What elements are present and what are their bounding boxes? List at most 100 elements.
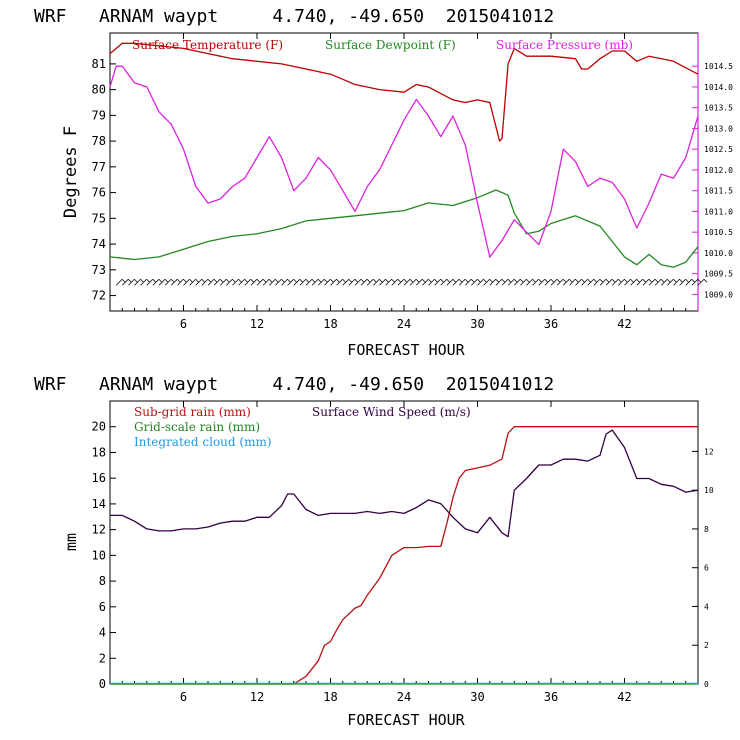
wind-barb-shaft (538, 278, 546, 286)
x-tick-label: 30 (470, 690, 484, 704)
wind-barb-flag (213, 278, 218, 283)
wind-barb-flag (593, 278, 598, 283)
y-tick-label: 78 (92, 134, 106, 148)
y2-tick-label: 1010.5 (704, 228, 733, 237)
y-tick-label: 20 (92, 420, 106, 434)
wind-barb-shaft (275, 278, 282, 286)
wind-barb-flag (281, 278, 285, 283)
wind-barb-flag (317, 278, 322, 283)
wind-barb-shaft (526, 278, 533, 286)
y-tick-label: 16 (92, 471, 106, 485)
wind-barb-flag (287, 278, 291, 283)
legend-surface-temperature: Surface Temperature (F) (132, 38, 283, 52)
wind-barb-shaft (434, 278, 441, 286)
series-line-3 (109, 65, 699, 258)
wind-barb-flag (507, 278, 512, 283)
y2-tick-label: 1012.0 (704, 166, 733, 175)
wind-barb-flag (691, 278, 696, 283)
wind-barb-shaft (618, 278, 625, 286)
wind-barb-flag (446, 278, 451, 283)
y2-tick-label: 1011.5 (704, 187, 733, 196)
wind-barb-shaft (128, 278, 135, 286)
wind-barb-shaft (471, 278, 478, 286)
wind-barb-shaft (569, 278, 576, 286)
wind-barb-flag (293, 278, 297, 283)
wind-barb-flag (654, 278, 659, 283)
series-line-2 (109, 189, 699, 268)
wind-barb-flag (336, 278, 340, 283)
y-tick-label: 4 (99, 626, 106, 640)
wind-barb-shaft (428, 278, 435, 286)
wind-barb-flag (397, 278, 402, 283)
wind-barb-shaft (164, 278, 172, 286)
y-tick-label: 10 (92, 548, 106, 562)
y-tick-label: 75 (92, 211, 106, 225)
bottom-y-axis-label: mm (62, 533, 80, 551)
wind-barb-shaft (452, 278, 460, 286)
y-tick-label: 74 (92, 237, 106, 251)
wind-barb-flag (195, 278, 199, 283)
wind-barb-shaft (483, 278, 490, 286)
wind-barb-flag (225, 278, 230, 283)
y2-tick-label: 6 (704, 564, 709, 573)
y2-tick-label: 1013.5 (704, 104, 733, 113)
wind-barb-flag (679, 278, 683, 283)
wind-barb-shaft (648, 278, 656, 286)
wind-barb-shaft (281, 278, 288, 286)
y2-tick-label: 8 (704, 525, 709, 534)
wind-barb-flag (164, 278, 169, 283)
wind-barb-flag (685, 278, 689, 283)
wind-barb-flag (415, 278, 420, 283)
wind-barb-flag (611, 278, 616, 283)
wind-barb-flag (697, 278, 702, 283)
wind-barb-flag (189, 278, 193, 283)
wind-barb-shaft (556, 278, 564, 286)
wind-barb-shaft (262, 278, 270, 286)
wind-barb-flag (673, 278, 677, 283)
wind-barb-flag (372, 278, 377, 283)
wind-barb-flag (348, 278, 353, 283)
wind-barb-shaft (562, 278, 570, 286)
wind-barb-flag (648, 278, 653, 283)
x-tick-label: 6 (180, 690, 187, 704)
wind-barb-flag (477, 278, 481, 283)
wind-barb-shaft (415, 278, 423, 286)
wind-barb-flag (642, 278, 647, 283)
wind-barb-shaft (140, 278, 147, 286)
wind-barb-flag (385, 278, 389, 283)
bottom-y-ticks: 0 2 4 6 8 10 12 14 16 18 20 (92, 420, 116, 691)
wind-barb-shaft (366, 278, 374, 286)
bottom-x-axis-label: FORECAST HOUR (347, 711, 465, 729)
wind-barb-shaft (226, 278, 233, 286)
wind-barb-flag (532, 278, 536, 283)
wind-barb-shaft (324, 278, 331, 286)
wind-barb-shaft (587, 278, 595, 286)
bottom-chart-title: WRF ARNAM waypt 4.740, -49.650 201504101… (34, 374, 554, 395)
wind-barb-flag (526, 278, 530, 283)
wind-barb-shaft (403, 278, 411, 286)
wind-barb-flag (207, 278, 212, 283)
wind-barb-shaft (183, 278, 190, 286)
wind-barb-flag (452, 278, 457, 283)
wind-barb-shaft (575, 278, 582, 286)
wind-barb-flag (660, 278, 665, 283)
wind-barb-shaft (391, 278, 399, 286)
legend-integrated-cloud: Integrated cloud (mm) (134, 435, 272, 449)
wind-barb-shaft (489, 278, 497, 286)
wind-barb-shaft (624, 278, 631, 286)
wind-barb-flag (256, 278, 261, 283)
wind-barb-flag (544, 278, 549, 283)
wind-barb-shaft (691, 278, 699, 286)
wind-barb-flag (630, 278, 634, 283)
wind-barb-flag (379, 278, 383, 283)
wind-barb-shaft (697, 278, 705, 286)
wind-barb-flag (464, 278, 469, 283)
wind-barb-shaft (201, 278, 209, 286)
wind-barb-flag (513, 278, 518, 283)
wind-barb-flag (238, 278, 242, 283)
x-tick-label: 18 (323, 690, 337, 704)
wind-barb-shaft (189, 278, 196, 286)
wind-barb-flag (489, 278, 493, 283)
wind-barb-flag (470, 278, 475, 283)
wind-barb-shaft (581, 278, 588, 286)
